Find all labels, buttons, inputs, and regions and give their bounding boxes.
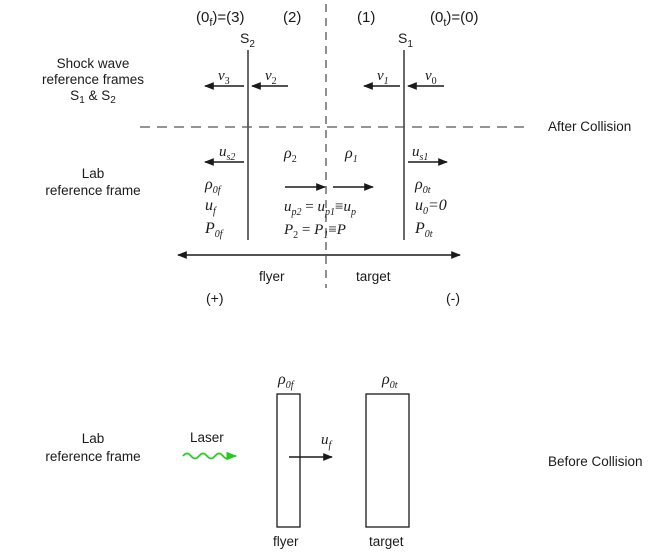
- pressure-equation: P2 = P1≡P: [283, 222, 346, 241]
- flyer-label-bottom: flyer: [273, 534, 299, 549]
- uf-label: uf: [205, 197, 217, 217]
- v1-label: v1: [377, 68, 389, 87]
- flyer-plate: [276, 393, 301, 528]
- rho0f-label-bottom: ρ0f: [277, 371, 295, 391]
- positive-direction-label: (+): [206, 290, 224, 306]
- lab-frame-label-top-line1: Lab: [82, 166, 105, 181]
- before-collision-panel: ρ0f ρ0t Lab reference frame Laser uf Bef…: [45, 371, 642, 549]
- region-2-label: (2): [283, 9, 301, 26]
- lab-frame-label-bottom-line1: Lab: [82, 431, 105, 446]
- rho0t-label-bottom: ρ0t: [381, 371, 398, 391]
- region-0-label: (0t)=(0): [430, 9, 479, 29]
- shock-frames-label-line3: S1 & S2: [70, 88, 116, 106]
- flyer-label-top: flyer: [259, 269, 285, 284]
- rho0f-label: ρ0f: [204, 176, 222, 196]
- uf-label-bottom: uf: [321, 432, 333, 451]
- rho0t-label: ρ0t: [414, 176, 431, 196]
- v0-label: v0: [425, 68, 437, 87]
- laser-wave-icon: [182, 451, 238, 461]
- target-plate: [365, 393, 410, 528]
- p0f-label: P0f: [204, 220, 224, 240]
- negative-direction-label: (-): [446, 290, 460, 306]
- u0-label: u0=0: [415, 197, 447, 217]
- region-3-label: (0f)=(3): [196, 9, 245, 29]
- v2-label: v2: [265, 68, 277, 87]
- after-collision-panel: (0f)=(3) (2) (1) (0t)=(0) S2 S1 Shock wa…: [42, 4, 631, 306]
- before-collision-label: Before Collision: [548, 454, 643, 469]
- target-label-bottom: target: [369, 534, 404, 549]
- shock-frames-label-line2: reference frames: [42, 72, 144, 87]
- shock-frames-label-line1: Shock wave: [57, 56, 130, 71]
- v3-label: v3: [218, 68, 230, 87]
- rho1-label: ρ1: [344, 145, 358, 165]
- us1-label: us1: [412, 144, 428, 163]
- lab-frame-label-bottom-line2: reference frame: [45, 449, 140, 464]
- region-1-label: (1): [357, 9, 375, 26]
- rho2-label: ρ2: [283, 145, 297, 165]
- s1-label: S1: [398, 30, 413, 50]
- p0t-label: P0t: [414, 220, 433, 240]
- laser-label: Laser: [190, 430, 224, 445]
- us2-label: us2: [219, 144, 235, 163]
- s2-label: S2: [240, 30, 255, 50]
- after-collision-label: After Collision: [548, 119, 631, 134]
- target-label-top: target: [356, 269, 391, 284]
- particle-velocity-equation: up2 = up1≡up: [284, 199, 356, 218]
- lab-frame-label-top-line2: reference frame: [45, 183, 140, 198]
